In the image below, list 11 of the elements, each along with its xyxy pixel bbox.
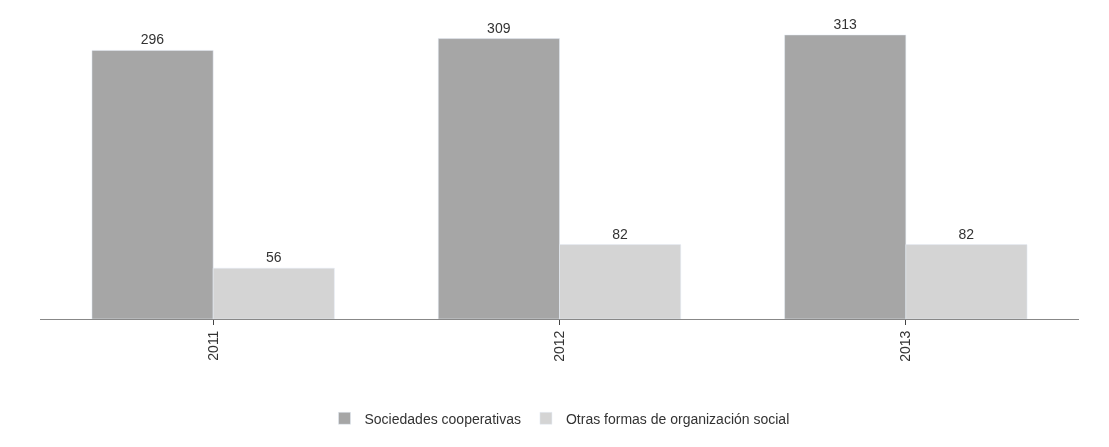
data-label: 56 — [265, 249, 282, 266]
data-label: 309 — [487, 19, 511, 36]
data-label: 82 — [612, 225, 628, 242]
x-tick-label: 2012 — [551, 330, 568, 362]
data-label: 82 — [958, 225, 975, 242]
x-tick-label: 2011 — [204, 330, 221, 361]
data-label: 313 — [833, 15, 858, 32]
data-label: 296 — [140, 31, 165, 48]
legend-label: Sociedades cooperativas — [364, 410, 521, 427]
legend-label: Otras formas de organización social — [565, 410, 790, 427]
x-tick-label: 2013 — [897, 330, 914, 362]
